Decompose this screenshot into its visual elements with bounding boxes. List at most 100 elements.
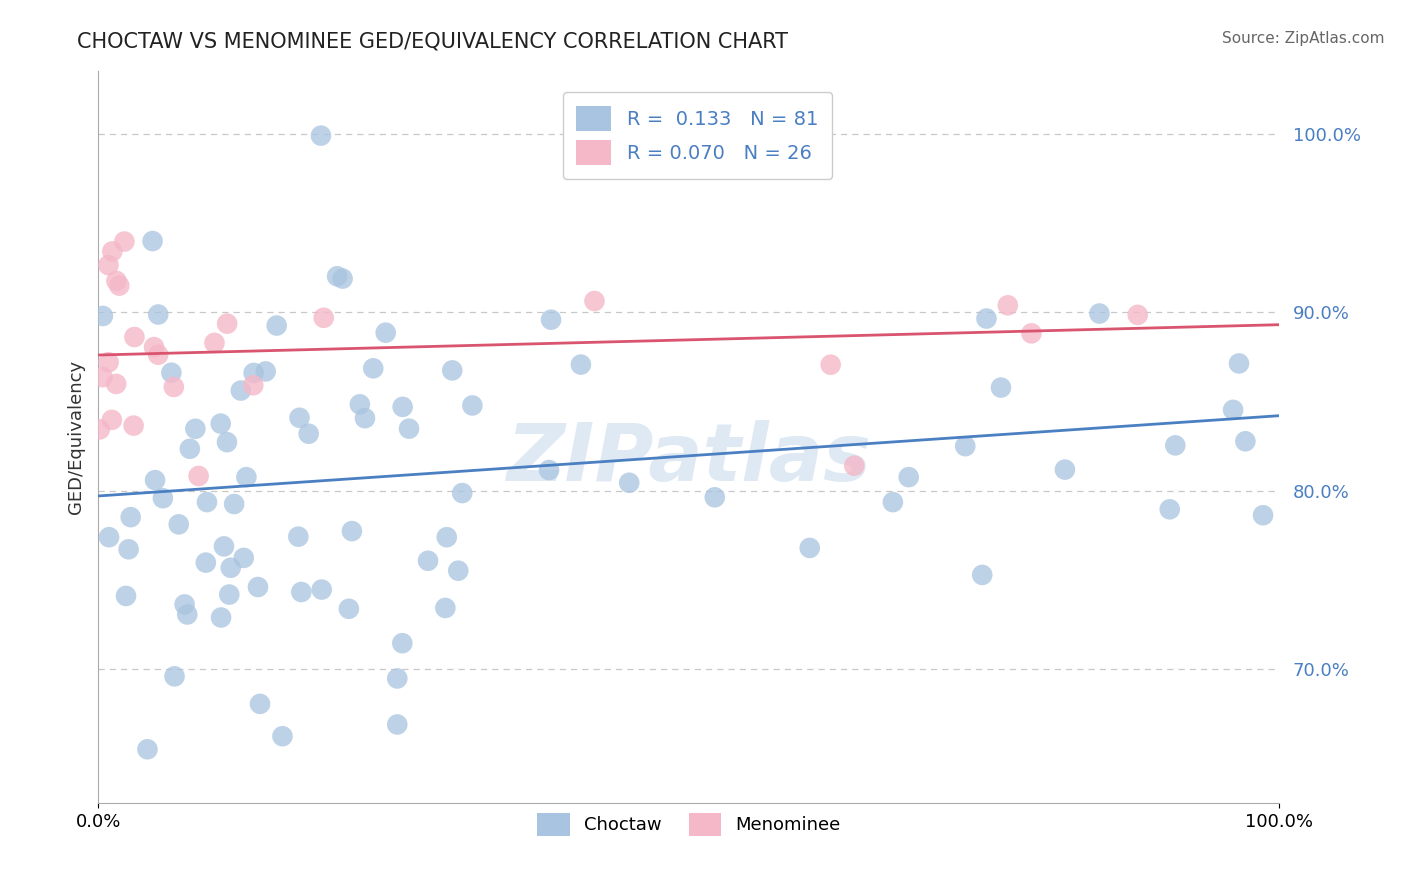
Point (98, 530, 121, 544)
Point (105, 376, 128, 391)
Point (326, 269, 349, 284)
Point (1234, 434, 1257, 449)
Point (195, 495, 218, 509)
Point (179, 442, 201, 456)
Point (997, 298, 1019, 312)
Point (583, 293, 606, 308)
Point (799, 541, 821, 555)
Point (298, 426, 321, 441)
Point (1053, 462, 1076, 476)
Point (540, 312, 562, 326)
Point (290, 585, 312, 599)
Point (142, 234, 165, 248)
Point (101, 413, 124, 427)
Point (1227, 356, 1250, 370)
Point (122, 418, 145, 433)
Point (143, 340, 166, 354)
Point (312, 310, 335, 325)
Point (461, 399, 484, 413)
Point (91, 370, 114, 384)
Point (436, 530, 458, 544)
Point (703, 491, 725, 505)
Point (229, 384, 252, 398)
Point (361, 361, 384, 376)
Point (387, 672, 409, 686)
Point (242, 366, 264, 380)
Point (108, 278, 131, 293)
Point (391, 636, 413, 650)
Point (349, 397, 371, 411)
Point (209, 417, 232, 431)
Point (332, 271, 354, 285)
Point (136, 742, 159, 756)
Point (194, 556, 217, 570)
Point (167, 517, 190, 532)
Point (416, 554, 439, 568)
Point (219, 560, 242, 574)
Point (451, 486, 474, 500)
Point (340, 524, 363, 538)
Point (124, 330, 146, 344)
Point (235, 470, 257, 484)
Point (152, 491, 174, 506)
Point (1088, 306, 1111, 320)
Point (97, 355, 120, 369)
Point (224, 497, 246, 511)
Point (288, 410, 311, 425)
Point (146, 348, 169, 362)
Legend: Choctaw, Menominee: Choctaw, Menominee (524, 800, 853, 848)
Point (115, 589, 138, 603)
Point (1222, 402, 1244, 417)
Point (820, 358, 842, 372)
Point (398, 422, 420, 436)
Text: Source: ZipAtlas.com: Source: ZipAtlas.com (1222, 31, 1385, 46)
Point (309, 128, 332, 143)
Point (882, 495, 904, 509)
Point (1021, 326, 1043, 341)
Point (148, 308, 170, 322)
Point (1159, 502, 1181, 516)
Point (117, 542, 139, 557)
Point (105, 274, 128, 288)
Text: CHOCTAW VS MENOMINEE GED/EQUIVALENCY CORRELATION CHART: CHOCTAW VS MENOMINEE GED/EQUIVALENCY COR… (77, 31, 789, 51)
Point (112, 235, 135, 249)
Point (955, 439, 977, 453)
Point (266, 318, 288, 333)
Point (217, 317, 239, 331)
Point (619, 475, 641, 490)
Point (215, 435, 238, 450)
Point (311, 582, 333, 597)
Point (387, 717, 409, 731)
Point (271, 729, 294, 743)
Point (972, 568, 994, 582)
Point (91, 309, 114, 323)
Point (1164, 438, 1187, 452)
Point (374, 326, 396, 340)
Point (1126, 308, 1149, 322)
Point (447, 564, 470, 578)
Point (434, 601, 457, 615)
Point (101, 244, 124, 259)
Text: ZIPatlas: ZIPatlas (506, 420, 872, 498)
Point (209, 610, 232, 624)
Point (897, 470, 920, 484)
Point (120, 510, 142, 524)
Point (163, 380, 186, 394)
Point (97, 258, 120, 272)
Point (187, 469, 209, 483)
Point (844, 458, 866, 473)
Point (184, 422, 207, 436)
Point (212, 540, 235, 554)
Point (287, 530, 309, 544)
Point (337, 602, 360, 616)
Point (163, 669, 186, 683)
Point (204, 335, 226, 350)
Point (976, 311, 998, 326)
Point (249, 697, 271, 711)
Point (1251, 508, 1274, 523)
Point (89, 422, 111, 436)
Point (176, 607, 198, 622)
Point (990, 381, 1012, 395)
Point (173, 598, 195, 612)
Point (246, 580, 269, 594)
